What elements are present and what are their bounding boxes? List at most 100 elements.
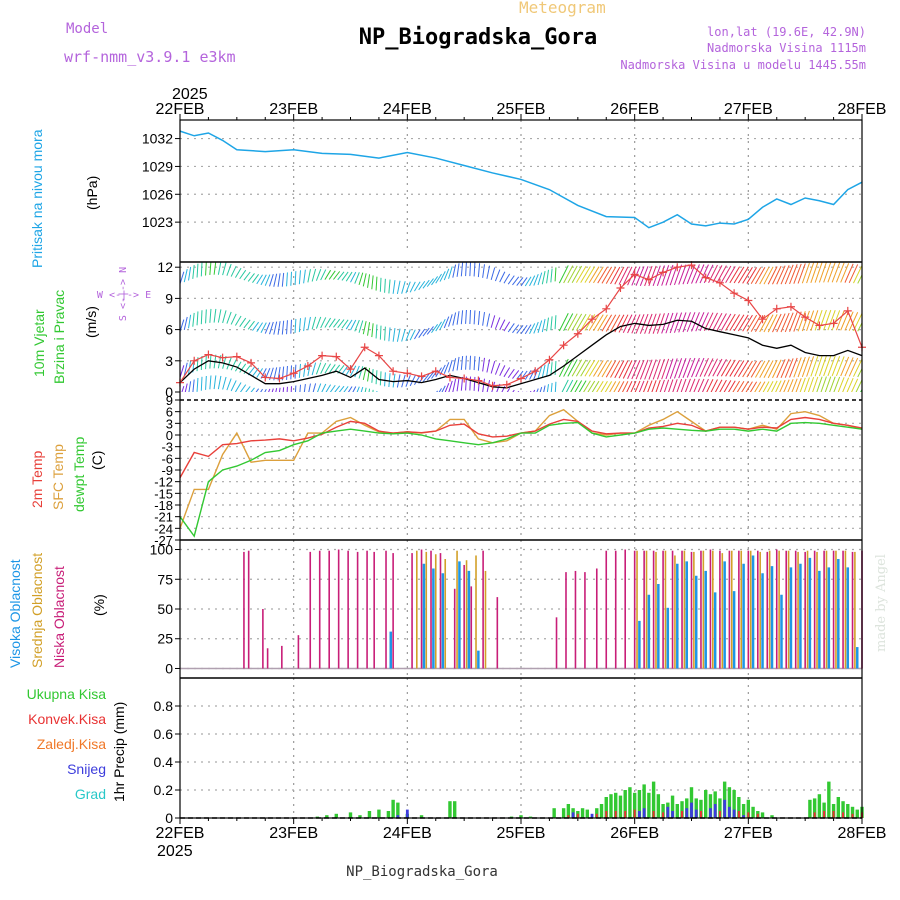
wind-barb — [409, 375, 416, 387]
wind-barb — [354, 319, 360, 332]
y-tick-label: 6 — [166, 405, 173, 420]
wind-barb — [801, 310, 810, 332]
wind-barb — [506, 388, 511, 392]
wind-barb — [315, 362, 322, 375]
total-precip-bar — [841, 801, 845, 818]
y-tick-label: -15 — [154, 486, 173, 501]
wind-barb — [639, 313, 649, 334]
wind-barb — [443, 362, 450, 374]
wind-barb — [575, 265, 587, 283]
wind-barb — [627, 266, 637, 286]
wind-barb — [516, 370, 524, 380]
x-tick-label-bottom: 28FEB — [838, 825, 887, 842]
wind-barb — [392, 373, 396, 388]
total-precip-bar — [632, 792, 637, 818]
wind-barb — [388, 327, 391, 342]
wind-barb — [720, 313, 732, 331]
wind-barb — [496, 383, 501, 392]
wind-barb — [230, 359, 237, 371]
wind-barb — [423, 395, 429, 403]
wind-barb — [217, 309, 222, 323]
total-precip-bar — [741, 804, 746, 818]
total-precip-bar — [812, 798, 817, 818]
wind-barb — [593, 360, 604, 377]
wind-barb — [426, 371, 434, 381]
high-cloud-title: Visoka Oblacnost — [7, 559, 23, 668]
wind-legend-we: W <-|-> E — [97, 290, 151, 301]
wind-barb — [668, 379, 674, 392]
x-tick-label-bottom: 26FEB — [610, 825, 659, 842]
wind-barb — [746, 314, 758, 332]
total-precip-bar — [419, 815, 424, 818]
frozen-precip-title: Zaledj.Kisa — [37, 736, 106, 752]
wind-barb — [691, 357, 700, 378]
x-tick-label-bottom: 24FEB — [383, 825, 432, 842]
total-precip-bar — [396, 802, 400, 818]
wind-barb — [844, 263, 854, 283]
wind-barb — [367, 322, 371, 336]
wind-barb — [375, 276, 378, 291]
wind-gust-marker — [701, 273, 710, 282]
wind-barb — [494, 269, 501, 282]
wind-barb — [290, 319, 293, 334]
y-tick-label: -27 — [154, 533, 173, 548]
wind-barb — [558, 358, 569, 377]
wind-barb — [610, 266, 621, 285]
wind-barb — [537, 272, 543, 286]
wind-barb — [775, 380, 782, 392]
total-precip-bar — [609, 794, 613, 818]
wind-barb — [188, 381, 192, 392]
wind-barb — [392, 327, 396, 342]
wind-barb — [609, 381, 617, 392]
wind-barb — [546, 384, 550, 392]
wind-barb — [486, 380, 491, 392]
wind-barb — [512, 370, 520, 379]
wind-barb — [737, 314, 749, 332]
wind-barb — [444, 382, 450, 392]
total-precip-bar — [561, 808, 566, 818]
wind-barb — [703, 312, 714, 331]
wind-barb — [766, 380, 774, 392]
wind-barb — [712, 265, 723, 283]
wind-barb — [776, 359, 786, 379]
wind-barb — [362, 273, 367, 287]
wind-barb — [341, 319, 349, 329]
wind-barb — [818, 355, 827, 377]
wind-barb — [780, 265, 790, 285]
wind-barb — [380, 392, 381, 406]
wind-barb — [256, 322, 263, 332]
wind-barb — [278, 387, 281, 392]
wind-barb — [567, 265, 578, 284]
y-tick-label: 0.4 — [154, 754, 174, 770]
wind-barb — [546, 317, 550, 332]
conv-precip-bar — [567, 815, 570, 818]
wind-barb — [452, 264, 457, 278]
wind-barb — [435, 273, 442, 284]
wind-barb — [759, 360, 770, 378]
wind-barb — [840, 263, 850, 283]
wind-barb — [846, 378, 854, 392]
wind-barb — [311, 268, 317, 282]
wind-barb — [831, 355, 841, 377]
y-tick-label: 3 — [166, 416, 173, 431]
wind-barb — [456, 377, 460, 392]
total-precip-bar — [846, 804, 850, 818]
wind-barb — [676, 378, 683, 392]
wind-barb — [529, 275, 536, 287]
wind-barb — [848, 312, 859, 331]
wind-barb — [571, 265, 583, 283]
wind-barb — [533, 389, 536, 392]
wind-barb — [742, 360, 753, 378]
wind-barb — [222, 310, 227, 324]
wind-barb — [648, 265, 657, 287]
wind-barb — [656, 358, 665, 380]
wind-barb — [180, 365, 185, 378]
total-precip-bar — [651, 781, 656, 818]
wind-barb — [601, 266, 613, 284]
y-tick-label: 25 — [157, 631, 173, 647]
wind-barb — [311, 362, 317, 376]
hail-title: Grad — [75, 786, 106, 802]
total-precip-bar — [746, 799, 751, 818]
wind-barb — [618, 266, 629, 285]
total-precip-bar — [566, 804, 571, 818]
